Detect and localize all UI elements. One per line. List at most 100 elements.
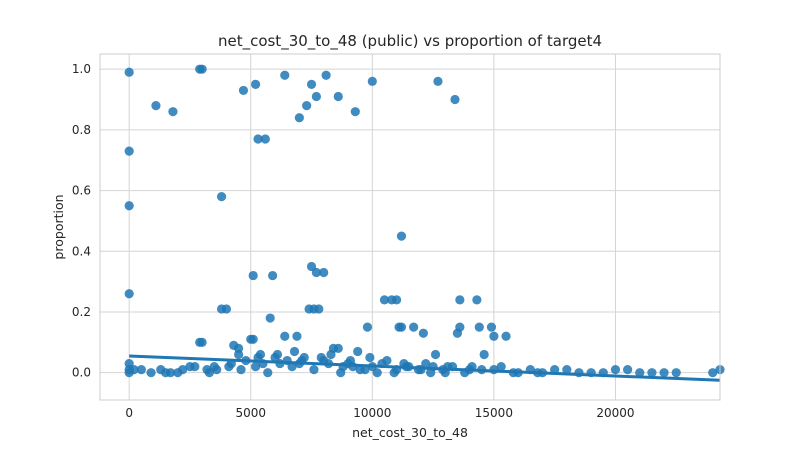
data-point — [345, 355, 356, 366]
data-point — [489, 331, 499, 341]
data-point — [455, 322, 465, 332]
data-point — [251, 79, 261, 89]
data-point — [455, 295, 465, 305]
data-point — [367, 76, 377, 86]
data-point — [224, 362, 234, 372]
data-point — [472, 295, 482, 305]
y-axis-label: proportion — [51, 194, 66, 259]
data-point — [124, 201, 134, 211]
data-point — [372, 368, 382, 378]
data-point — [635, 368, 645, 378]
y-ticks: 0.0 0.2 0.4 0.6 0.8 1.0 — [72, 62, 91, 380]
data-point — [309, 365, 319, 375]
data-point — [433, 76, 443, 86]
data-point — [333, 91, 343, 102]
data-point — [362, 322, 373, 332]
data-point — [426, 368, 436, 378]
y-tick-label: 0.2 — [72, 305, 91, 319]
regression-line — [129, 354, 721, 382]
grid — [100, 54, 720, 400]
data-point — [389, 368, 399, 378]
data-point — [623, 365, 633, 375]
data-point — [501, 331, 511, 341]
x-tick-label: 5000 — [235, 406, 266, 420]
data-point — [248, 334, 258, 344]
data-point — [365, 352, 375, 363]
data-point — [671, 368, 681, 378]
data-point — [311, 91, 321, 102]
data-point — [168, 107, 178, 117]
data-point — [280, 70, 290, 80]
data-point — [124, 289, 134, 299]
data-point — [289, 346, 300, 357]
chart-title: net_cost_30_to_48 (public) vs proportion… — [218, 32, 602, 51]
x-tick-label: 0 — [125, 406, 133, 420]
data-point — [251, 362, 261, 372]
data-point — [311, 267, 321, 278]
data-point — [190, 362, 200, 372]
data-point — [659, 368, 669, 378]
data-point — [360, 365, 370, 375]
data-point — [321, 70, 331, 80]
data-point — [336, 368, 346, 378]
data-point — [610, 365, 621, 375]
data-point — [248, 270, 258, 281]
data-point — [124, 365, 134, 375]
data-point — [263, 368, 273, 378]
data-point — [292, 331, 302, 341]
data-point — [204, 368, 215, 378]
data-point — [272, 349, 283, 360]
data-point — [353, 346, 363, 357]
data-point — [268, 270, 278, 281]
data-point — [430, 349, 441, 360]
data-point — [236, 365, 246, 375]
data-point — [221, 304, 232, 314]
data-point — [260, 134, 270, 144]
y-tick-label: 0.6 — [72, 184, 91, 198]
data-point — [294, 113, 304, 123]
data-point — [314, 304, 324, 314]
x-tick-label: 20000 — [596, 406, 634, 420]
data-point — [302, 100, 312, 111]
data-point — [418, 328, 428, 338]
data-point — [326, 349, 336, 360]
y-tick-label: 0.4 — [72, 244, 91, 258]
data-point — [392, 295, 402, 305]
x-ticks: 0 5000 10000 15000 20000 — [125, 406, 634, 420]
data-point — [197, 64, 207, 74]
data-point — [350, 107, 360, 117]
data-point — [124, 146, 134, 156]
y-tick-label: 0.8 — [72, 123, 91, 137]
data-point — [562, 365, 572, 375]
data-point — [421, 358, 431, 369]
data-point — [197, 337, 207, 347]
plot-frame — [99, 53, 721, 401]
data-point — [379, 295, 390, 305]
data-point — [136, 365, 146, 375]
data-point — [146, 368, 156, 378]
data-point — [496, 362, 506, 372]
data-point — [178, 365, 188, 375]
regression — [129, 354, 721, 382]
data-point — [304, 304, 314, 314]
data-point — [474, 322, 484, 332]
data-point — [382, 355, 392, 366]
data-point — [396, 231, 407, 241]
data-point — [124, 67, 134, 77]
data-point — [156, 365, 166, 375]
data-point — [165, 368, 176, 378]
data-point — [238, 85, 249, 96]
data-point — [253, 134, 263, 144]
data-point — [396, 322, 407, 332]
data-point — [708, 368, 718, 378]
data-point — [216, 192, 227, 202]
y-tick-label: 0.0 — [72, 366, 91, 380]
data-point — [151, 100, 161, 111]
y-tick-label: 1.0 — [72, 62, 91, 76]
x-tick-label: 10000 — [353, 406, 391, 420]
data-point — [450, 94, 460, 105]
data-point — [265, 313, 275, 323]
data-point — [333, 343, 343, 354]
